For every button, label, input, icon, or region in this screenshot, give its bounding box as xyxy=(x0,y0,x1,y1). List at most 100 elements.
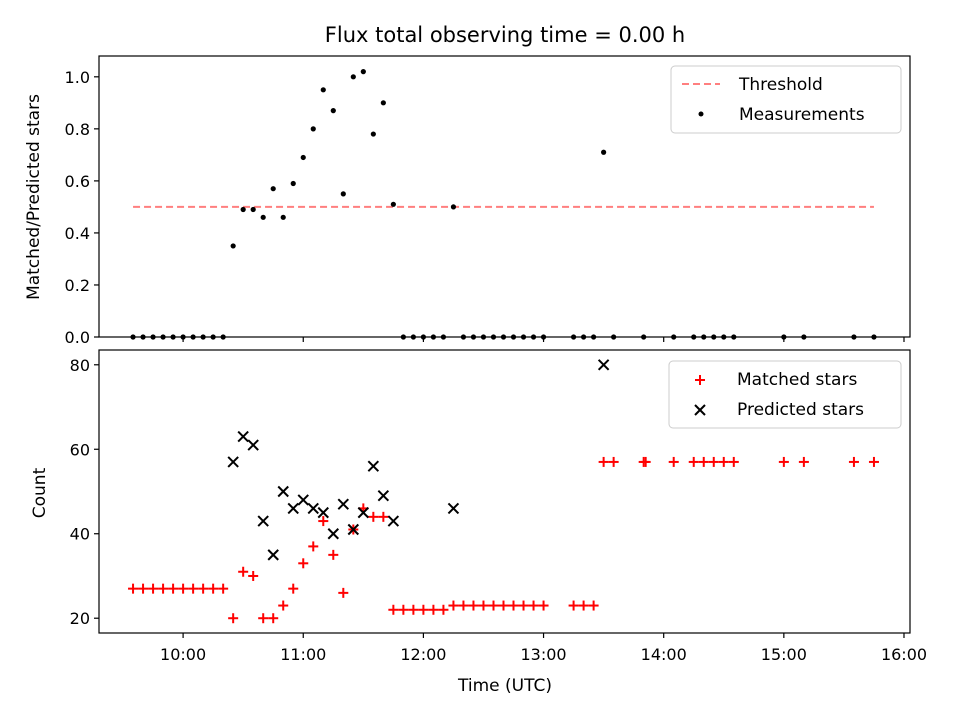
predicted-star-point xyxy=(377,490,390,502)
measurement-point xyxy=(340,191,346,197)
predicted-star-point xyxy=(357,506,370,519)
predicted-star-point-b xyxy=(307,502,319,515)
matched-star-point xyxy=(338,587,349,598)
matched-star-point xyxy=(538,600,549,611)
matched-star-point xyxy=(508,600,519,611)
predicted-star-point-b xyxy=(337,498,350,510)
matched-star-point xyxy=(218,583,229,594)
predicted-star-point xyxy=(247,439,259,451)
matched-star-point xyxy=(198,583,209,594)
bottom-x-tick-label: 10:00 xyxy=(160,645,206,664)
measurements-legend-swatch xyxy=(698,111,704,117)
bottom-x-tick-label: 15:00 xyxy=(761,645,807,664)
top-y-axis: 0.0 0.2 0.4 0.6 0.8 1.0 xyxy=(65,68,99,347)
measurement-point xyxy=(330,108,336,114)
top-legend: Threshold Measurements xyxy=(670,65,902,134)
matched-star-point xyxy=(188,583,199,594)
measurements-legend-label: Measurements xyxy=(739,105,865,125)
matched-star-point xyxy=(328,549,339,560)
matched-star-point xyxy=(318,516,329,527)
matched-star-point xyxy=(708,456,719,467)
top-axes-frame xyxy=(98,55,911,338)
predicted-star-point-b xyxy=(327,528,339,540)
bottom-y-axis-label: Count xyxy=(30,467,50,518)
bottom-y-axis: 20 40 60 80 xyxy=(70,356,99,628)
matched-star-point xyxy=(148,583,159,594)
measurement-point xyxy=(601,149,607,155)
measurement-point xyxy=(270,186,276,192)
matched-star-point xyxy=(408,604,419,615)
predicted-star-point xyxy=(597,359,610,371)
measurement-point xyxy=(450,204,457,210)
predicted-star-point xyxy=(297,494,309,506)
predicted-star-point xyxy=(237,430,249,443)
bottom-y-tick-label: 80 xyxy=(70,356,90,375)
predicted-star-point xyxy=(287,502,299,515)
matched-star-point xyxy=(518,600,529,611)
measurement-point xyxy=(310,126,316,132)
matched-star-point xyxy=(388,604,399,615)
matched-star-point xyxy=(458,600,469,611)
matched-star-point xyxy=(278,600,289,611)
predicted-star-point-b xyxy=(297,494,309,506)
matched-star-point xyxy=(228,613,239,624)
predicted-star-point xyxy=(367,460,380,472)
matched-star-point xyxy=(368,511,379,522)
matched-star-point xyxy=(438,604,449,615)
measurement-point xyxy=(360,69,366,75)
predicted-star-point-b xyxy=(317,506,329,519)
matched-star-point xyxy=(428,604,439,615)
measurement-point xyxy=(290,180,296,187)
measurement-point xyxy=(380,100,386,106)
bottom-x-axis-label: Time (UTC) xyxy=(457,676,552,696)
matched-star-point xyxy=(798,456,809,467)
predicted-star-point-b xyxy=(377,490,390,502)
predicted-star-point-b xyxy=(357,506,370,519)
measurement-point xyxy=(390,201,396,207)
matched-star-point xyxy=(158,583,169,594)
matched-star-point xyxy=(288,583,299,594)
matched-star-point xyxy=(418,604,429,615)
bottom-y-tick-label: 60 xyxy=(70,440,90,459)
measurement-point xyxy=(230,243,236,249)
matched-star-point xyxy=(728,456,739,467)
matched-star-point xyxy=(448,600,459,611)
top-y-tick-label: 0.6 xyxy=(65,172,90,191)
matched-stars-series xyxy=(128,456,879,624)
matched-star-point xyxy=(168,583,179,594)
matched-star-point xyxy=(578,600,589,611)
predicted-star-point-b xyxy=(257,515,269,527)
predicted-star-point-b xyxy=(387,515,400,527)
predicted-star-point-b xyxy=(227,456,239,468)
predicted-star-point-b xyxy=(447,502,460,515)
measurement-point xyxy=(240,206,246,213)
measurement-point xyxy=(260,214,266,220)
measurement-point xyxy=(300,154,306,161)
matched-star-point xyxy=(468,600,479,611)
bottom-legend: Matched stars Predicted stars xyxy=(668,360,902,429)
bottom-axes-frame xyxy=(98,349,911,634)
matched-star-point xyxy=(208,583,219,594)
top-y-tick-label: 1.0 xyxy=(65,68,90,87)
matched-star-point xyxy=(378,511,389,522)
matched-star-point xyxy=(640,456,651,467)
matched-star-point xyxy=(308,541,319,552)
predicted-star-point-b xyxy=(347,523,360,536)
matched-star-point xyxy=(568,600,579,611)
top-y-tick-label: 0.0 xyxy=(65,328,90,347)
measurement-point xyxy=(250,206,256,213)
bottom-x-tick-label: 16:00 xyxy=(881,645,927,664)
matched-star-point xyxy=(718,456,729,467)
bottom-x-tick-label: 12:00 xyxy=(400,645,446,664)
matched-star-point xyxy=(698,456,709,467)
matched-star-point xyxy=(248,570,259,581)
predicted-legend-marker-b xyxy=(694,404,706,416)
matched-star-point xyxy=(238,566,249,577)
predicted-star-point-b xyxy=(597,359,610,371)
predicted-star-point xyxy=(447,502,460,515)
matched-star-point xyxy=(268,613,279,624)
matched-star-point xyxy=(668,456,679,467)
top-y-tick-label: 0.4 xyxy=(65,224,90,243)
matched-star-point xyxy=(588,600,599,611)
